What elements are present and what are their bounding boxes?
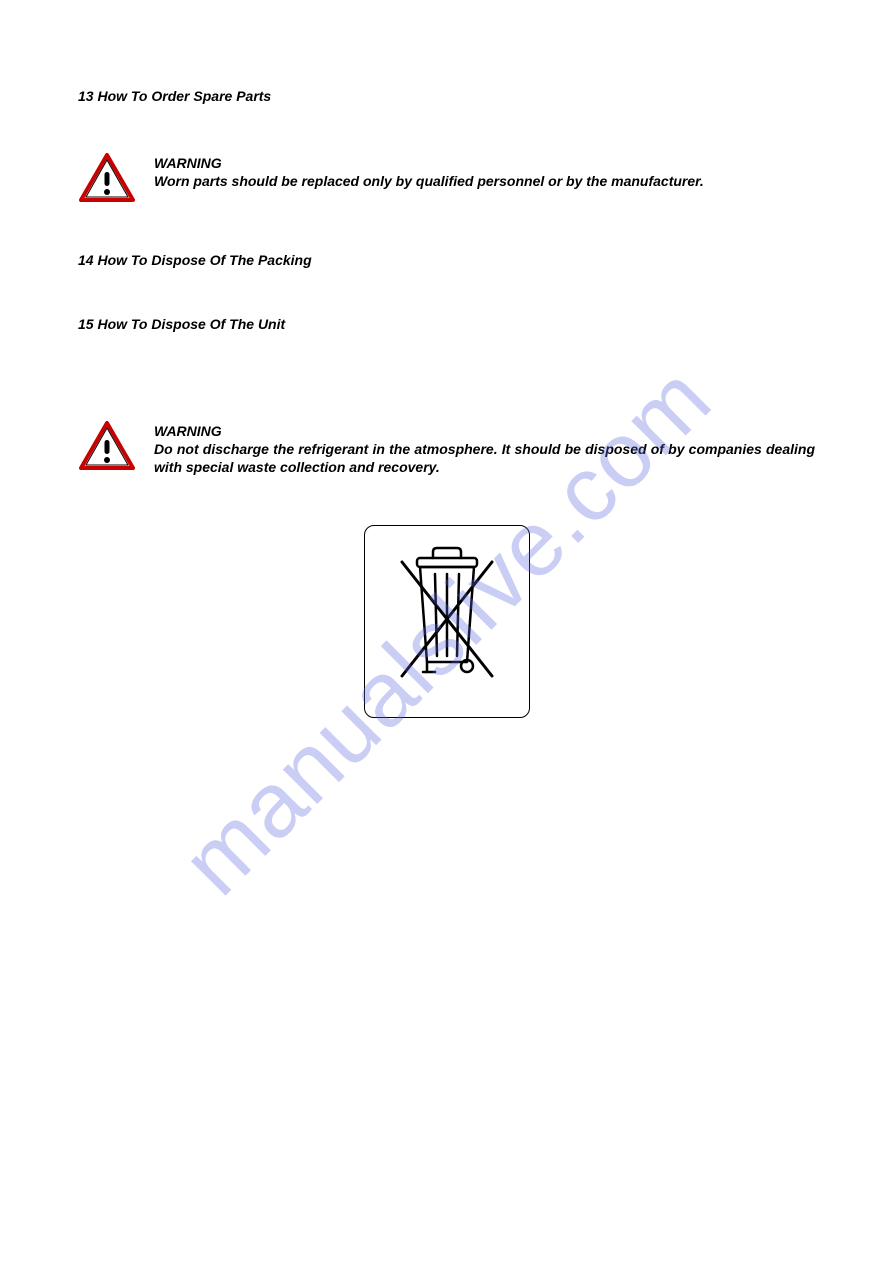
crossed-bin-box [364, 525, 530, 718]
warning-body: Do not discharge the refrigerant in the … [154, 440, 815, 476]
warning-title: WARNING [154, 154, 704, 172]
warning-block-1: WARNING Worn parts should be replaced on… [78, 152, 815, 204]
crossed-bin-figure [78, 525, 815, 718]
warning-triangle-icon [78, 152, 136, 204]
warning-title: WARNING [154, 422, 815, 440]
section-heading-15: 15 How To Dispose Of The Unit [78, 316, 815, 332]
warning-block-2: WARNING Do not discharge the refrigerant… [78, 420, 815, 477]
section-heading-14: 14 How To Dispose Of The Packing [78, 252, 815, 268]
warning-text-2: WARNING Do not discharge the refrigerant… [154, 420, 815, 477]
warning-body: Worn parts should be replaced only by qu… [154, 172, 704, 190]
warning-text-1: WARNING Worn parts should be replaced on… [154, 152, 704, 190]
crossed-bin-icon [387, 544, 507, 694]
section-heading-13: 13 How To Order Spare Parts [78, 88, 815, 104]
warning-triangle-icon [78, 420, 136, 472]
